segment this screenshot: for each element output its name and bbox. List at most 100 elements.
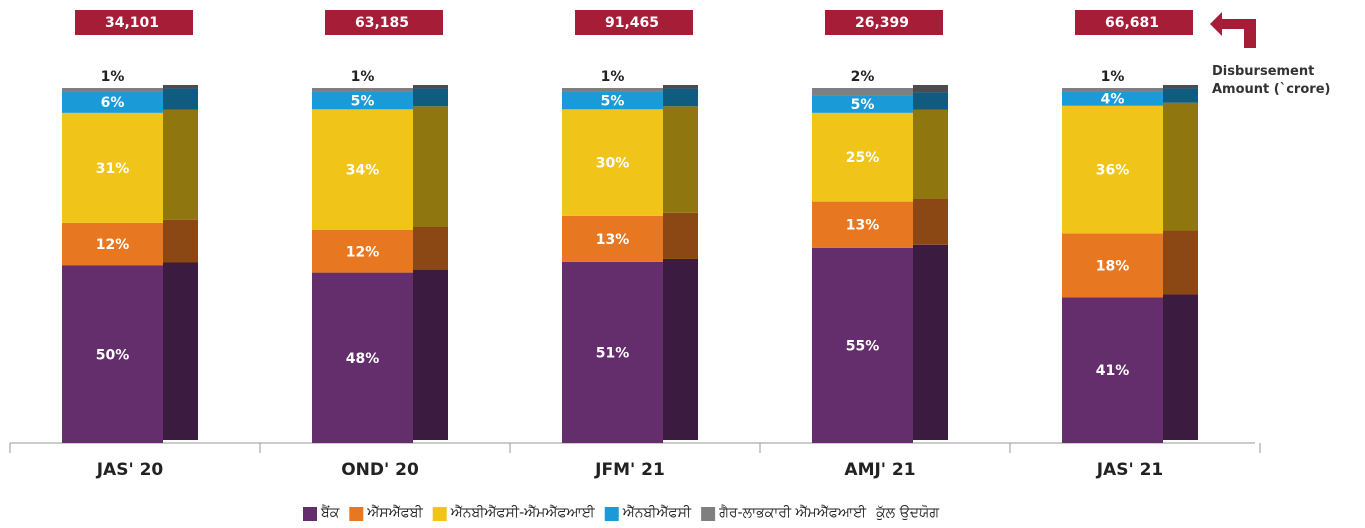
total-label: 91,465 — [605, 15, 659, 31]
bar-side — [1163, 85, 1198, 89]
bar-side — [413, 106, 448, 227]
bar-segment — [812, 112, 913, 202]
data-label: 48% — [346, 351, 380, 367]
bar-segment — [562, 109, 663, 216]
data-label: 5% — [851, 97, 875, 113]
bar-side — [1163, 88, 1198, 103]
bar-segment — [312, 109, 413, 230]
data-label: 50% — [96, 347, 130, 363]
bar-segment — [62, 88, 163, 92]
data-label: 5% — [601, 93, 625, 109]
bar-side — [413, 85, 448, 89]
total-box — [75, 10, 193, 35]
bar-segment — [62, 222, 163, 266]
bar-segment — [812, 201, 913, 248]
bar-side — [163, 262, 198, 440]
bar-segment — [562, 88, 663, 92]
data-label: 36% — [1096, 163, 1130, 179]
data-label: 12% — [346, 244, 380, 260]
bar-side — [163, 109, 198, 220]
bar-side — [1163, 230, 1198, 295]
legend-label: ਐੱਸਐੱਫਬੀ — [366, 504, 423, 521]
data-label: 12% — [96, 237, 130, 253]
data-label: 41% — [1096, 363, 1130, 379]
legend-note: ਕੁੱਲ ਉਦਯੋਗ — [875, 505, 939, 521]
total-box — [825, 10, 943, 35]
bar-segment — [812, 88, 913, 96]
bar-side — [413, 227, 448, 270]
bar-side — [413, 269, 448, 440]
x-tick-label: JFM' 21 — [594, 460, 665, 480]
bar-side — [663, 106, 698, 213]
legend-swatch — [604, 507, 619, 521]
bar-side — [663, 88, 698, 107]
data-label: 1% — [351, 69, 375, 85]
bar-side — [1163, 294, 1198, 440]
total-label: 63,185 — [355, 15, 409, 31]
bar-side — [163, 219, 198, 263]
bar-side — [913, 244, 948, 440]
data-label: 1% — [101, 69, 125, 85]
bar-side — [663, 258, 698, 440]
bar-segment — [1062, 88, 1163, 92]
x-tick-label: AMJ' 21 — [844, 460, 915, 480]
bar-side — [663, 212, 698, 259]
bar-segment — [562, 91, 663, 110]
arrow-icon — [1210, 12, 1256, 48]
legend-label: ਬੈਂਕ — [320, 504, 340, 521]
data-label: 34% — [346, 163, 380, 179]
x-tick-label: OND' 20 — [341, 460, 419, 480]
legend-label: ਐੱਨਬੀਐੱਫਸੀ-ਐੱਮਐੱਫਆਈ — [450, 504, 596, 521]
bar-segment — [1062, 105, 1163, 234]
legend-label: ਗੈਰ-ਲਾਭਕਾਰੀ ਐੱਮਐੱਫਆਈ — [718, 504, 867, 521]
bar-segment — [62, 112, 163, 223]
bar-segment — [1062, 297, 1163, 443]
bar-segment — [1062, 91, 1163, 106]
data-label: 31% — [96, 161, 130, 177]
data-label: 6% — [101, 95, 125, 111]
data-label: 18% — [1096, 259, 1130, 275]
data-label: 13% — [596, 232, 630, 248]
bar-segment — [312, 88, 413, 92]
bar-side — [913, 85, 948, 93]
data-label: 30% — [596, 156, 630, 172]
total-box — [575, 10, 693, 35]
bar-side — [163, 85, 198, 89]
total-label: 34,101 — [105, 15, 159, 31]
total-label: 26,399 — [855, 15, 909, 31]
data-label: 55% — [846, 338, 880, 354]
bar-segment — [62, 91, 163, 113]
legend-swatch — [701, 507, 716, 521]
bar-side — [913, 198, 948, 245]
bar-segment — [562, 261, 663, 443]
legend-label: ਐੱਨਬੀਐੱਫਸੀ — [622, 504, 692, 521]
bar-side — [1163, 102, 1198, 231]
data-label: 5% — [351, 93, 375, 109]
bar-segment — [812, 95, 913, 113]
bar-segment — [812, 247, 913, 443]
total-box — [1075, 10, 1193, 35]
bar-segment — [312, 91, 413, 110]
bar-side — [913, 109, 948, 199]
bar-side — [663, 85, 698, 89]
bar-segment — [1062, 233, 1163, 298]
bar-side — [913, 92, 948, 110]
data-label: 4% — [1101, 92, 1125, 108]
data-label: 51% — [596, 345, 630, 361]
legend-swatch — [303, 507, 317, 521]
total-label: 66,681 — [1105, 15, 1159, 31]
data-label: 25% — [846, 150, 880, 166]
bar-segment — [62, 265, 163, 443]
annotation-line: Amount (`crore) — [1212, 82, 1330, 97]
data-label: 1% — [601, 69, 625, 85]
bar-side — [413, 88, 448, 107]
annotation-line: Disbursement — [1212, 64, 1314, 79]
total-box — [325, 10, 443, 35]
annotation: Disbursement Amount (`crore) — [1212, 64, 1330, 97]
data-label: 2% — [851, 69, 875, 85]
data-label: 13% — [846, 218, 880, 234]
legend-swatch — [432, 507, 447, 521]
bar-segment — [312, 230, 413, 273]
bar-segment — [562, 215, 663, 262]
